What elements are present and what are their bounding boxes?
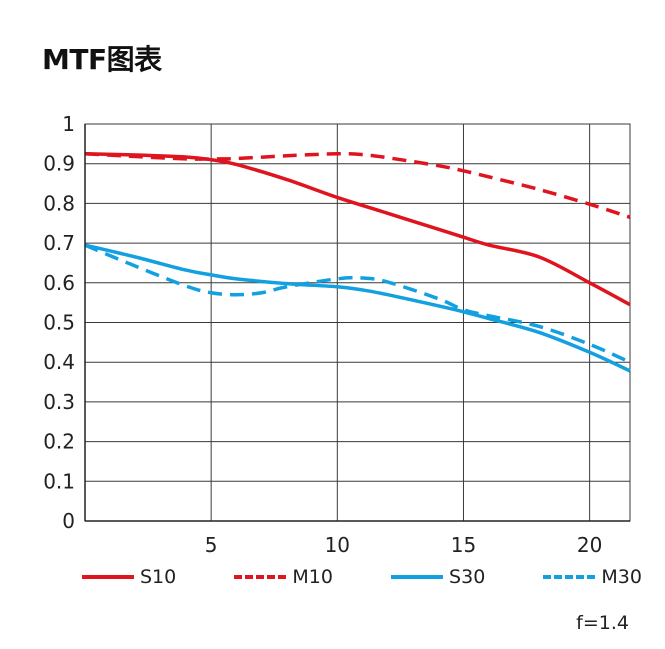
y-tick-label: 1 [62, 112, 75, 136]
y-tick-label: 0.3 [43, 390, 75, 414]
aperture-note: f=1.4 [576, 612, 629, 634]
y-tick-label: 0.4 [43, 350, 75, 374]
y-tick-label: 0.2 [43, 430, 75, 454]
y-tick-label: 0.8 [43, 191, 75, 215]
x-tick-label: 5 [205, 533, 218, 557]
legend-label-s30: S30 [449, 566, 486, 588]
series-line-s30 [84, 243, 631, 373]
legend-swatch-m10 [234, 575, 287, 579]
y-tick-label: 0.1 [43, 469, 75, 493]
legend-label-m30: M30 [601, 566, 642, 588]
y-tick-label: 0.6 [43, 271, 75, 295]
y-tick-label: 0.9 [43, 152, 75, 176]
series-layer [84, 151, 631, 373]
legend-label-s10: S10 [140, 566, 177, 588]
legend-item-s30: S30 [391, 566, 485, 588]
legend: S10 M10 S30 M30 [82, 566, 642, 588]
legend-swatch-m30 [543, 575, 596, 579]
x-tick-label: 20 [577, 533, 602, 557]
series-line-m10 [84, 151, 631, 219]
chart-title: MTF图表 [42, 43, 162, 76]
legend-item-m30: M30 [543, 566, 642, 588]
legend-item-s10: S10 [82, 566, 176, 588]
y-tick-label: 0.5 [43, 311, 75, 335]
legend-label-m10: M10 [292, 566, 333, 588]
legend-swatch-s30 [391, 575, 444, 579]
series-line-s10 [84, 152, 631, 307]
axis-layer: 00.10.20.30.40.50.60.70.80.915 10 15 20 [43, 112, 630, 557]
x-tick-label: 10 [325, 533, 350, 557]
legend-item-m10: M10 [234, 566, 333, 588]
x-tick-label: 15 [451, 533, 476, 557]
legend-swatch-s10 [82, 575, 134, 579]
y-tick-label: 0 [62, 509, 75, 533]
series-line-m30 [84, 243, 631, 364]
grid-layer [84, 123, 631, 522]
y-tick-label: 0.7 [43, 231, 75, 255]
